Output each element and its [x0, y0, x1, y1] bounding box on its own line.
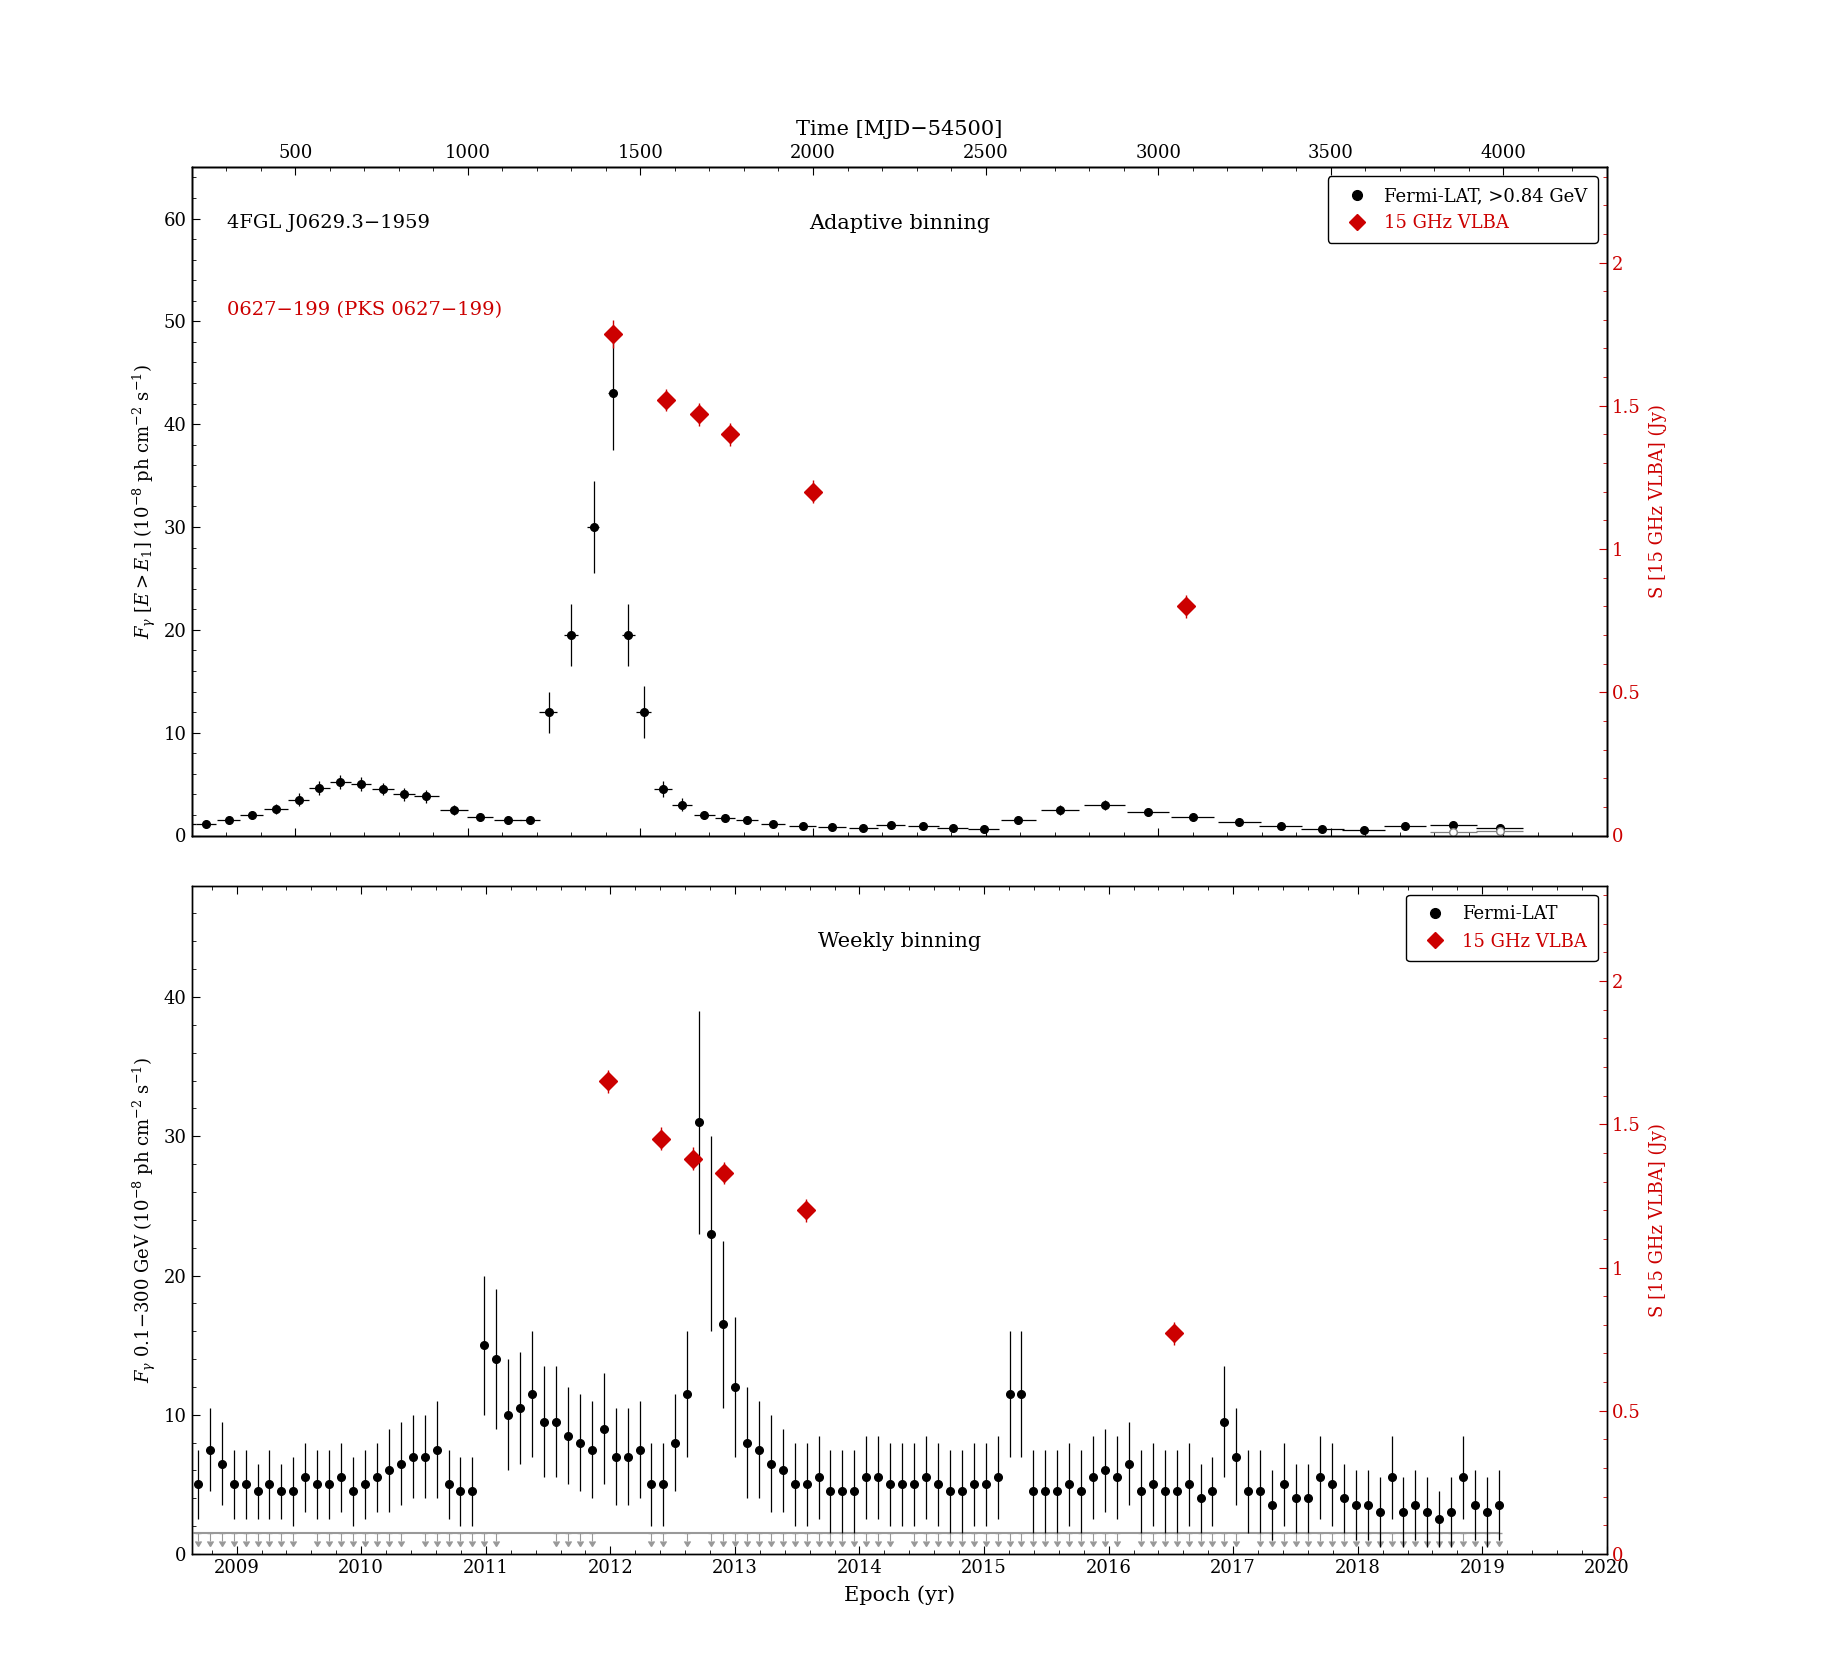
- Text: 0627−199 (PKS 0627−199): 0627−199 (PKS 0627−199): [226, 301, 502, 319]
- Legend: Fermi-LAT, 15 GHz VLBA: Fermi-LAT, 15 GHz VLBA: [1406, 894, 1598, 961]
- X-axis label: Time [MJD−54500]: Time [MJD−54500]: [796, 120, 1002, 139]
- X-axis label: Epoch (yr): Epoch (yr): [844, 1586, 955, 1604]
- Y-axis label: S [15 GHz VLBA] (Jy): S [15 GHz VLBA] (Jy): [1649, 404, 1667, 598]
- Y-axis label: $F_{\gamma}\ [E{>}E_1]\ (10^{-8}\ \mathrm{ph\ cm^{-2}\ s^{-1}})$: $F_{\gamma}\ [E{>}E_1]\ (10^{-8}\ \mathr…: [131, 364, 159, 638]
- Y-axis label: S [15 GHz VLBA] (Jy): S [15 GHz VLBA] (Jy): [1649, 1123, 1667, 1317]
- Legend: Fermi-LAT, >0.84 GeV, 15 GHz VLBA: Fermi-LAT, >0.84 GeV, 15 GHz VLBA: [1328, 175, 1598, 242]
- Text: Weekly binning: Weekly binning: [818, 932, 981, 951]
- Text: 4FGL J0629.3−1959: 4FGL J0629.3−1959: [226, 214, 431, 232]
- Text: Adaptive binning: Adaptive binning: [809, 214, 990, 232]
- Y-axis label: $F_{\gamma}\ 0.1{-}300\ \mathrm{GeV}\ (10^{-8}\ \mathrm{ph\ cm^{-2}\ s^{-1}})$: $F_{\gamma}\ 0.1{-}300\ \mathrm{GeV}\ (1…: [131, 1058, 159, 1382]
